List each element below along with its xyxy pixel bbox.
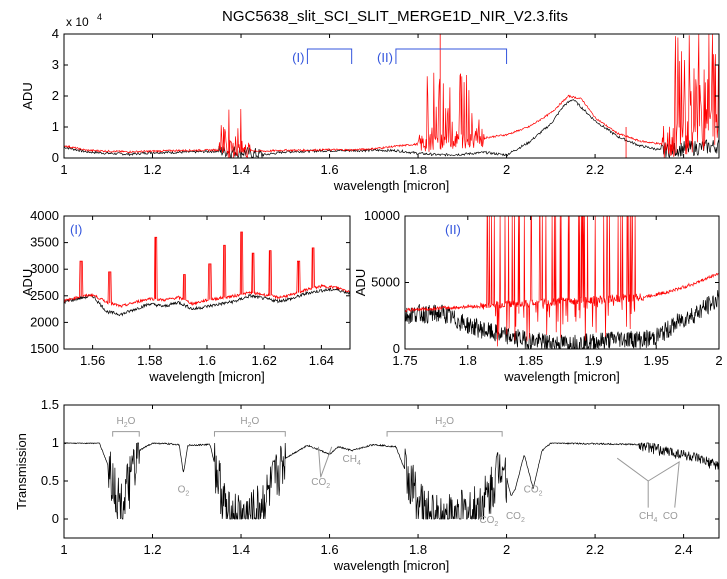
panel-zoom-ii: 1.75 1.8 1.85 1.9 1.95 2 0 5000 10000 wavelength …	[353, 208, 723, 384]
panel-transmission: 1 1.2 1.4 1.6 1.8 2 2.2 2.4 0 0.5 1 1.5 wavelength […	[14, 397, 720, 573]
region-label: (II)	[377, 50, 393, 65]
x-tick-label: 1.6	[321, 542, 339, 557]
region-label: (II)	[445, 222, 461, 237]
region-label: (I)	[292, 50, 304, 65]
x-tick-label: 1.6	[198, 353, 216, 368]
series-group	[64, 34, 719, 158]
series-line-transmission	[64, 442, 719, 521]
molecule-label: CO	[663, 511, 678, 522]
y-axis-label: ADU	[20, 269, 35, 296]
y-tick-label: 10000	[364, 208, 400, 223]
series-line-observed	[405, 290, 719, 349]
x-tick-label: 1.58	[137, 353, 162, 368]
x-tick-label: 2.2	[586, 162, 604, 177]
region-label: (I)	[70, 222, 82, 237]
x-tick-label: 1.9	[584, 353, 602, 368]
x-tick-label: 1.8	[409, 542, 427, 557]
x-tick-label: 1	[60, 162, 67, 177]
y-axis-label: ADU	[20, 82, 35, 109]
pointer-line	[317, 446, 333, 478]
pointer-line	[616, 457, 649, 508]
x-axis-label: wavelength [micron]	[333, 178, 450, 193]
molecule-label: O2	[178, 484, 190, 497]
x-tick-label: 1.75	[392, 353, 417, 368]
x-tick-label: 1.56	[80, 353, 105, 368]
molecule-label: CO2	[506, 511, 525, 524]
molecule-label: CH4	[342, 454, 360, 467]
y-tick-label: 4000	[30, 208, 59, 223]
x-tick-label: 2	[503, 542, 510, 557]
molecule-bracket	[213, 431, 286, 437]
y-exponent-label: x 10	[66, 15, 89, 29]
series-group	[64, 442, 719, 521]
y-tick-label: 3	[52, 57, 59, 72]
x-tick-label: 2	[503, 162, 510, 177]
series-line-observed	[64, 99, 719, 158]
y-tick-label: 3500	[30, 235, 59, 250]
x-tick-label: 1.4	[232, 542, 250, 557]
series-group	[405, 216, 719, 349]
x-tick-label: 1.2	[143, 162, 161, 177]
y-tick-label: 3000	[30, 261, 59, 276]
molecule-label: H2O	[240, 416, 259, 429]
molecule-bracket	[386, 431, 503, 437]
region-bracket	[395, 48, 508, 64]
series-line-observed	[64, 287, 350, 317]
x-tick-label: 1	[60, 542, 67, 557]
x-tick-label: 2.4	[675, 162, 693, 177]
y-tick-label: 0.5	[41, 473, 59, 488]
x-tick-label: 1.6	[321, 162, 339, 177]
molecule-bracket	[112, 431, 140, 437]
x-tick-label: 1.4	[232, 162, 250, 177]
y-tick-label: 2000	[30, 314, 59, 329]
y-tick-label: 1500	[30, 341, 59, 356]
x-axis-label: wavelength [micron]	[503, 369, 620, 384]
y-tick-label: 2500	[30, 288, 59, 303]
series-line-corrected	[64, 34, 719, 158]
series-line-corrected	[64, 231, 350, 308]
y-tick-label: 0	[393, 341, 400, 356]
x-tick-label: 1.2	[143, 542, 161, 557]
figure-title: NGC5638_slit_SCI_SLIT_MERGE1D_NIR_V2.3.f…	[222, 8, 568, 25]
pointer-line	[647, 461, 680, 508]
panel-zoom-i: 1.56 1.58 1.6 1.62 1.64 1500 2000 2500 3000 3500 4…	[20, 208, 351, 384]
molecule-label: CH4	[639, 511, 657, 524]
y-exponent-power: 4	[97, 12, 102, 22]
y-tick-label: 1	[52, 435, 59, 450]
x-tick-label: 2.4	[675, 542, 693, 557]
x-tick-label: 1.8	[459, 353, 477, 368]
x-tick-label: 1.64	[309, 353, 334, 368]
x-tick-label: 2.2	[586, 542, 604, 557]
region-bracket	[306, 48, 353, 64]
x-tick-label: 1.8	[409, 162, 427, 177]
plot-frame	[63, 404, 720, 539]
y-tick-label: 1.5	[41, 397, 59, 412]
x-axis-label: wavelength [micron]	[148, 369, 265, 384]
molecule-label: H2O	[116, 416, 135, 429]
series-group	[64, 231, 350, 317]
molecule-label: H2O	[435, 416, 454, 429]
x-tick-label: 1.62	[252, 353, 277, 368]
molecule-label: CO2	[524, 484, 543, 497]
y-tick-label: 0	[52, 150, 59, 165]
x-axis-label: wavelength [micron]	[333, 558, 450, 573]
x-tick-label: 2	[715, 353, 722, 368]
molecule-label: CO2	[479, 515, 498, 528]
x-tick-label: 1.95	[644, 353, 669, 368]
y-tick-label: 1	[52, 119, 59, 134]
x-tick-label: 1.85	[518, 353, 543, 368]
y-axis-label: Transmission	[14, 433, 29, 510]
y-tick-label: 5000	[371, 275, 400, 290]
molecule-label: CO2	[311, 477, 330, 490]
y-tick-label: 4	[52, 26, 59, 41]
series-line-corrected	[405, 216, 719, 347]
y-tick-label: 0	[52, 511, 59, 526]
y-tick-label: 2	[52, 88, 59, 103]
y-axis-label: ADU	[353, 269, 368, 296]
